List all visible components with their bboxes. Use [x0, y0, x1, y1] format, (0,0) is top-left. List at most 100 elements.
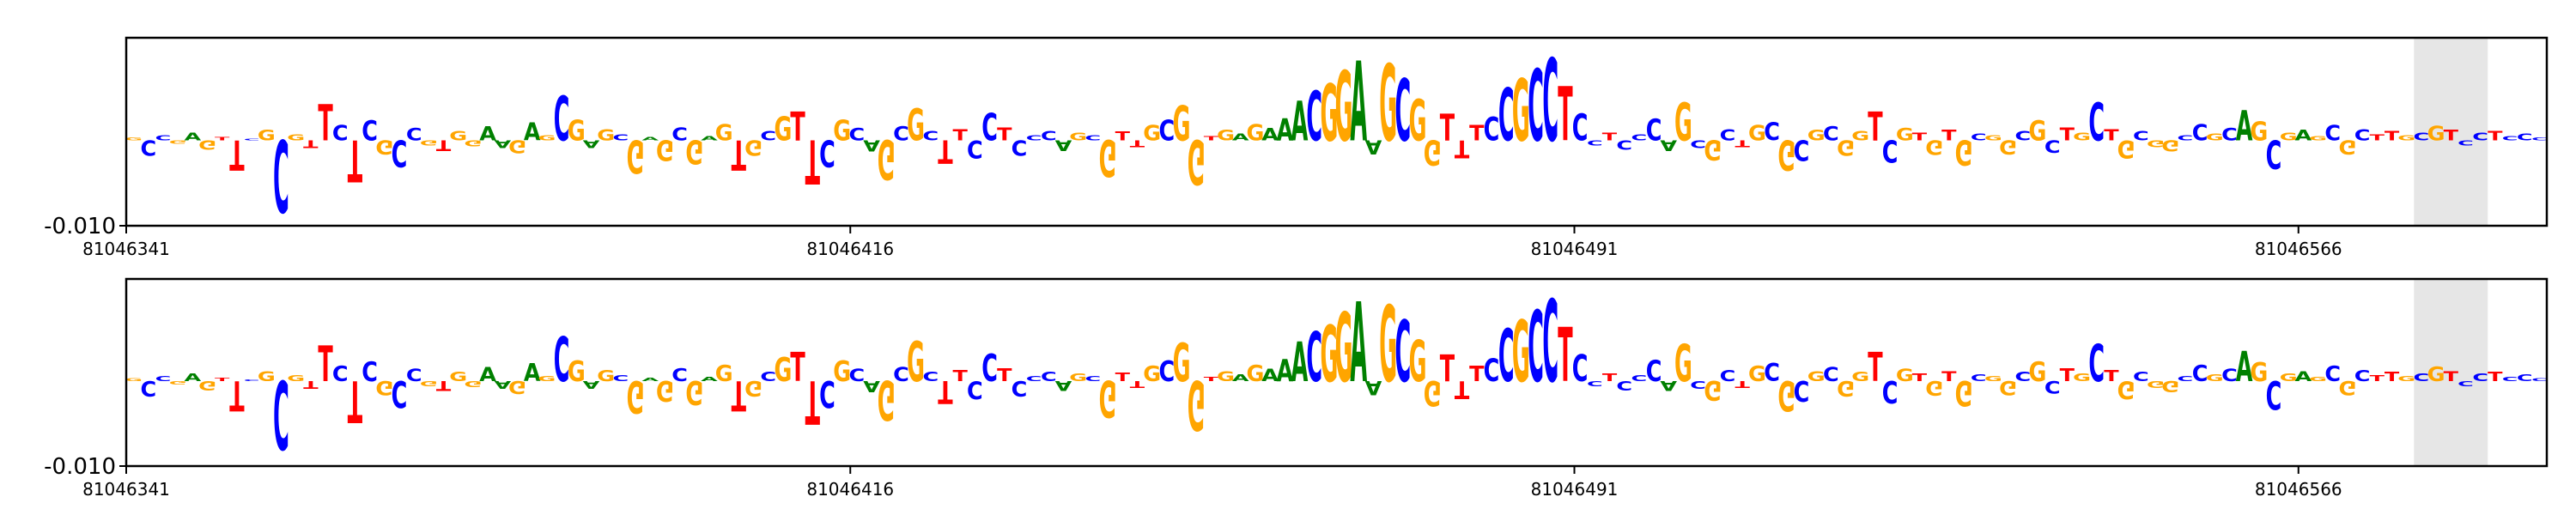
logo-letter-T: T: [348, 127, 363, 194]
logo-letter-C: C: [1971, 373, 1987, 384]
logo-letter-G: G: [774, 351, 792, 390]
logo-letter-T: T: [1455, 134, 1470, 162]
logo-letter-T: T: [1469, 121, 1484, 146]
logo-letter-G: G: [715, 361, 733, 387]
logo-letter-A: A: [494, 379, 511, 391]
logo-letter-T: T: [2488, 369, 2503, 384]
logo-letter-C: C: [2014, 369, 2031, 384]
logo-letter-C: C: [392, 131, 408, 174]
logo-letter-G: G: [568, 355, 586, 388]
logo-letter-C: C: [1646, 354, 1662, 389]
logo-letter-T: T: [348, 367, 363, 434]
logo-letter-T: T: [303, 379, 319, 391]
logo-letter-C: C: [2414, 371, 2430, 384]
logo-letter-C: C: [671, 125, 688, 145]
logo-letter-G: G: [1335, 52, 1353, 164]
logo-letter-G: G: [2250, 116, 2268, 147]
logo-letter-G: G: [287, 132, 305, 142]
logo-letter-G: G: [2073, 371, 2091, 384]
logo-letter-G: G: [1896, 367, 1914, 385]
logo-letter-T: T: [732, 130, 747, 178]
logo-letter-C: C: [967, 134, 983, 162]
logo-letter-A: A: [863, 377, 880, 394]
logo-letter-T: T: [790, 103, 805, 150]
logo-letter-A: A: [1055, 136, 1072, 153]
logo-letter-G: G: [2309, 376, 2327, 383]
logo-letter-T: T: [1941, 368, 1957, 385]
logo-letter-A: A: [1276, 354, 1293, 389]
logo-letter-C: C: [2178, 375, 2194, 384]
logo-letter-C: C: [981, 348, 998, 391]
logo-letter-C: C: [1395, 63, 1412, 161]
logo-letter-G: G: [1704, 374, 1722, 406]
logo-letter-T: T: [952, 127, 967, 144]
logo-letter-G: G: [1320, 68, 1338, 159]
logo-letter-A: A: [1055, 377, 1072, 393]
logo-letter-C: C: [1646, 114, 1662, 148]
highlight-region: [2414, 38, 2488, 226]
logo-letter-G: G: [2339, 376, 2357, 398]
logo-letter-G: G: [2161, 377, 2179, 394]
logo-letter-G: G: [833, 114, 851, 147]
logo-letter-C: C: [1823, 364, 1839, 386]
logo-letter-G: G: [2250, 357, 2268, 388]
logo-letter-A: A: [479, 364, 496, 386]
logo-letter-G: G: [169, 379, 187, 385]
logo-letter-G: G: [1896, 125, 1914, 144]
logo-letter-G: G: [538, 134, 556, 142]
logo-letter-C: C: [1631, 373, 1648, 383]
logo-letter-C: C: [2531, 378, 2548, 382]
logo-letter-G: G: [464, 379, 482, 388]
logo-letter-G: G: [2117, 375, 2136, 403]
logo-letter-G: G: [1217, 368, 1235, 385]
logo-letter-G: G: [2309, 136, 2327, 142]
logo-letter-T: T: [436, 377, 452, 393]
logo-letter-C: C: [2472, 371, 2488, 384]
logo-letter-C: C: [967, 375, 983, 403]
logo-letter-G: G: [1143, 361, 1161, 385]
logo-letter-C: C: [1971, 131, 1987, 142]
logo-letter-C: C: [155, 134, 172, 142]
logo-letter-T: T: [1115, 130, 1130, 143]
logo-letter-C: C: [2414, 130, 2430, 143]
logo-letter-G: G: [1379, 283, 1397, 406]
logo-letter-G: G: [2147, 138, 2165, 149]
logo-letter-C: C: [2354, 127, 2371, 144]
logo-letter-T: T: [997, 366, 1012, 385]
logo-letter-C: C: [2133, 129, 2149, 143]
logo-letter-A: A: [2295, 128, 2312, 144]
logo-letter-T: T: [229, 130, 245, 178]
logo-letter-T: T: [215, 136, 230, 142]
logo-letter-G: G: [258, 368, 276, 385]
logo-letter-G: G: [1674, 92, 1692, 152]
logo-letter-T: T: [318, 94, 333, 152]
logo-letter-G: G: [508, 377, 526, 397]
logo-letter-G: G: [1173, 333, 1191, 395]
logo-letter-C: C: [1572, 348, 1589, 390]
logo-letter-C: C: [2014, 129, 2031, 143]
logo-letter-C: C: [361, 115, 378, 147]
logo-letter-G: G: [1173, 96, 1191, 153]
logo-letter-C: C: [1616, 378, 1632, 392]
logo-letter-T: T: [1868, 344, 1883, 391]
logo-letter-T: T: [997, 125, 1012, 145]
logo-letter-G: G: [715, 120, 733, 146]
logo-letter-C: C: [1587, 379, 1603, 388]
logo-letter-C: C: [1041, 129, 1057, 143]
logo-letter-G: G: [1925, 136, 1943, 160]
logo-letter-C: C: [849, 125, 866, 144]
logo-letter-C: C: [2192, 361, 2208, 387]
logo-letter-A: A: [479, 123, 496, 145]
logo-letter-C: C: [332, 121, 349, 146]
logo-letter-C: C: [406, 367, 422, 385]
logo-letter-A: A: [1232, 131, 1250, 142]
logo-letter-C: C: [1631, 132, 1648, 142]
logo-letter-G: G: [627, 130, 645, 182]
logo-letter-C: C: [2044, 136, 2061, 154]
logo-letter-C: C: [2458, 138, 2474, 147]
logo-letter-C: C: [1542, 37, 1558, 168]
logo-letter-G: G: [538, 375, 556, 384]
logo-letter-G: G: [1925, 376, 1943, 400]
